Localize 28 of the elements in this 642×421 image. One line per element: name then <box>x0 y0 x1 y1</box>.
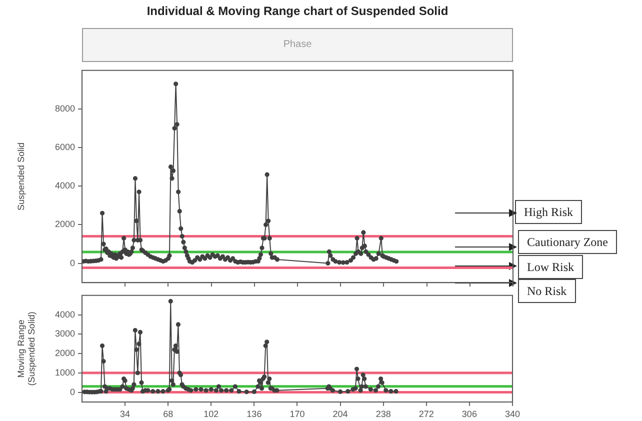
text: High Risk <box>515 200 582 224</box>
text: No Risk <box>518 279 576 303</box>
y-tick-label: 6000 <box>54 142 75 152</box>
y-tick-label: 2000 <box>54 348 75 358</box>
x-tick-label: 204 <box>332 408 348 419</box>
y-axis-title: Suspended Solid <box>16 142 26 211</box>
y-tick-label: 4000 <box>54 309 75 320</box>
y-tick-label: 0 <box>70 258 75 268</box>
x-tick-label: 340 <box>504 408 520 419</box>
x-tick-label: 306 <box>462 408 477 419</box>
x-tick-label: 34 <box>120 408 130 419</box>
y-tick-label: 8000 <box>54 103 75 114</box>
x-tick-label: 102 <box>204 408 219 419</box>
x-tick-label: 238 <box>376 408 391 419</box>
y-tick-label: 1000 <box>54 367 75 378</box>
y-tick-label: 2000 <box>54 219 75 230</box>
text: Low Risk <box>518 255 584 279</box>
y-tick-label: 4000 <box>54 180 75 191</box>
x-tick-label: 170 <box>290 408 305 419</box>
chart-title: Individual & Moving Range chart of Suspended Solid <box>146 4 450 18</box>
y-axis-title: Moving Range (Suspended Solid) <box>16 312 37 386</box>
y-tick-label: 0 <box>70 386 75 397</box>
x-tick-label: 272 <box>418 408 434 419</box>
x-tick-label: 68 <box>163 408 174 419</box>
text: Cautionary Zone <box>518 230 617 254</box>
y-tick-label: 3000 <box>54 328 75 339</box>
x-tick-label: 136 <box>246 408 262 419</box>
text: Phase <box>82 28 513 62</box>
